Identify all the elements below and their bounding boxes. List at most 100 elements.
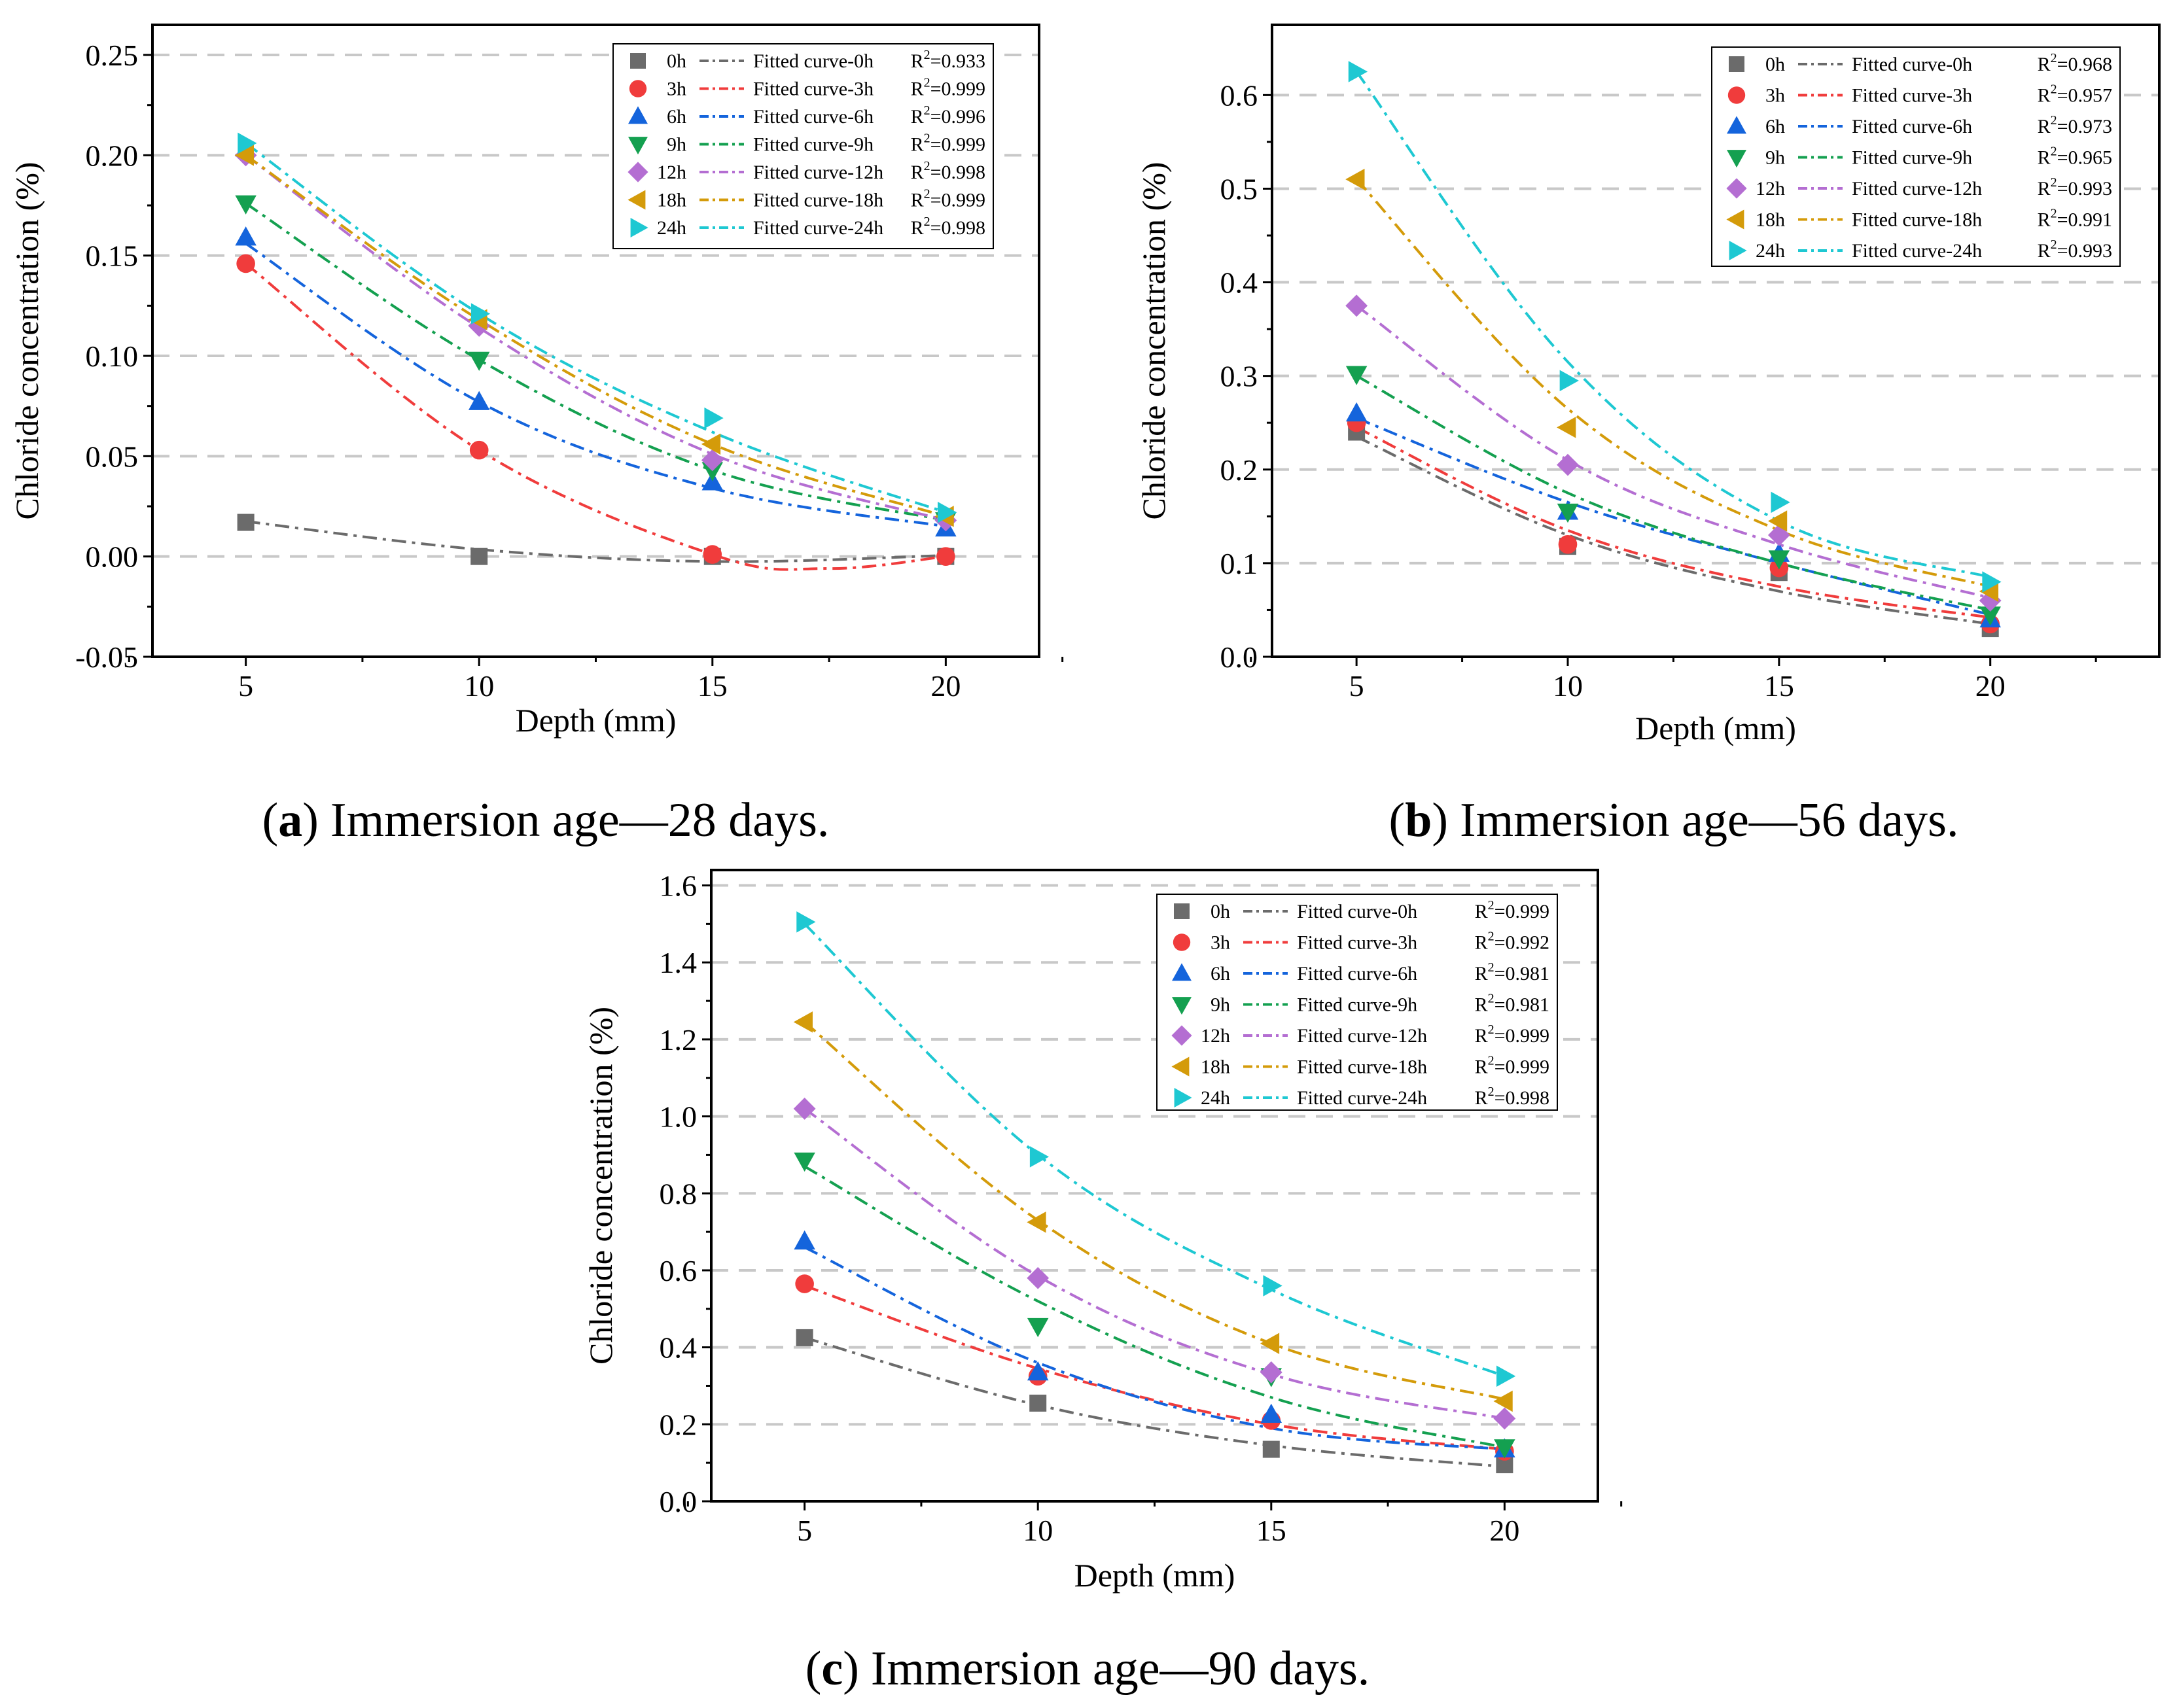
caption-close: ) <box>843 1642 859 1696</box>
data-point-18h <box>1557 417 1576 438</box>
legend-r2: R2=0.992 <box>1475 930 1549 954</box>
legend-r2-superscript: 2 <box>1488 1022 1494 1037</box>
legend-marker-0h <box>630 53 646 69</box>
caption-letter: b <box>1405 793 1432 847</box>
legend-r2: R2=0.968 <box>2038 51 2112 75</box>
x-tick-label: 20 <box>1489 1514 1519 1547</box>
legend-series-name: 3h <box>1211 932 1230 954</box>
legend-series-name: 6h <box>1765 116 1785 137</box>
fitted-curve-6h <box>804 1246 1505 1451</box>
fitted-curve-0h <box>804 1336 1505 1469</box>
legend-box <box>1156 894 1558 1111</box>
data-point-24h <box>470 303 491 324</box>
data-point-12h <box>1557 453 1579 476</box>
legend-fit-label: Fitted curve-3h <box>1852 85 1972 107</box>
fitted-curve-24h <box>245 142 947 514</box>
data-point-24h <box>796 911 816 933</box>
legend-r2-symbol: R <box>911 50 924 72</box>
legend-r2-value: =0.998 <box>930 162 985 183</box>
legend-r2: R2=0.996 <box>911 103 985 128</box>
y-axis-title: Chloride concentration (%) <box>9 162 45 519</box>
fitted-curve-12h <box>1355 304 1991 599</box>
data-point-9h <box>794 1152 815 1172</box>
fitted-curve-24h <box>804 922 1506 1378</box>
x-axis-title: Depth (mm) <box>1074 1557 1235 1594</box>
legend-marker-9h <box>628 137 648 155</box>
legend-r2-superscript: 2 <box>1488 1085 1494 1099</box>
y-tick-label: 0.5 <box>1220 172 1258 205</box>
data-point-24h <box>1771 491 1790 514</box>
legend-r2-symbol: R <box>1475 932 1488 954</box>
caption-close: ) <box>1432 793 1448 847</box>
legend-r2-superscript: 2 <box>924 48 930 62</box>
y-tick-label: 0.20 <box>86 139 139 172</box>
legend-r2: R2=0.981 <box>1475 960 1549 985</box>
legend-fit-label: Fitted curve-24h <box>753 217 883 239</box>
legend-r2-superscript: 2 <box>2051 82 2057 97</box>
legend-r2-superscript: 2 <box>2051 145 2057 159</box>
data-point-24h <box>1348 61 1368 82</box>
legend-fit-label: Fitted curve-0h <box>1852 54 1972 75</box>
fitted-curve-3h <box>1356 426 1990 619</box>
legend-fit-label: Fitted curve-24h <box>1852 240 1982 262</box>
legend-r2: R2=0.999 <box>911 187 985 211</box>
y-tick-label: 0.8 <box>660 1177 698 1210</box>
legend-fit-label: Fitted curve-12h <box>753 162 883 183</box>
legend-r2-symbol: R <box>2038 147 2051 169</box>
legend-r2-symbol: R <box>2038 240 2051 262</box>
data-point-6h <box>1027 1361 1049 1381</box>
fitted-curve-9h <box>1356 374 1991 612</box>
legend-r2-superscript: 2 <box>924 76 930 90</box>
legend-series-name: 12h <box>1756 178 1785 200</box>
x-tick-label: 5 <box>797 1514 812 1547</box>
fitted-curve-0h <box>245 520 946 563</box>
x-tick-label: 10 <box>1023 1514 1053 1547</box>
legend-r2: R2=0.933 <box>911 48 985 72</box>
legend-r2-superscript: 2 <box>2051 207 2057 221</box>
caption-open: ( <box>1389 793 1406 847</box>
fitted-curve-6h <box>1356 417 1991 616</box>
data-point-3h <box>795 1274 814 1293</box>
data-point-18h <box>234 145 254 166</box>
data-point-9h <box>1979 606 2001 626</box>
legend-r2-symbol: R <box>1475 963 1488 985</box>
legend-r2-symbol: R <box>1475 1056 1488 1078</box>
legend-r2-superscript: 2 <box>924 131 930 146</box>
chart-panel-a: -0.05 0.00 0.05 0.10 0.15 0.20 0.25 5 10 15 20 Dept… <box>9 24 1064 847</box>
fitted-curve-12h <box>245 154 946 522</box>
caption-text: Immersion age—90 days. <box>871 1642 1370 1696</box>
y-tick-label: 0.1 <box>1220 547 1258 580</box>
legend-r2-value: =0.999 <box>930 78 985 100</box>
legend-series-name: 18h <box>657 190 686 211</box>
y-tick-label: 1.6 <box>660 869 698 903</box>
data-point-3h <box>469 440 489 460</box>
legend-r2-value: =0.999 <box>1494 1056 1549 1078</box>
legend-r2-superscript: 2 <box>1488 1054 1494 1068</box>
legend-series-name: 9h <box>1211 994 1230 1016</box>
legend-fit-label: Fitted curve-3h <box>753 78 874 100</box>
fitted-curve-3h <box>245 262 946 571</box>
chart-panel-b: 0.0 0.1 0.2 0.3 0.4 0.5 0.6 5 10 15 20 Depth (mm) Ch… <box>1135 24 2161 847</box>
legend-r2: R2=0.991 <box>2038 207 2112 231</box>
legend-r2-symbol: R <box>911 162 924 183</box>
legend-marker-6h <box>1727 116 1746 134</box>
legend-r2-value: =0.998 <box>1494 1087 1549 1109</box>
legend-marker-3h <box>1173 933 1191 951</box>
data-point-9h <box>1494 1439 1515 1459</box>
legend-r2-value: =0.998 <box>930 217 985 239</box>
fitted-curve-9h <box>804 1165 1505 1449</box>
data-point-0h <box>470 548 488 565</box>
fitted-curve-3h <box>804 1284 1505 1451</box>
legend-series-name: 24h <box>1756 240 1785 262</box>
y-tick-label: 0.3 <box>1220 360 1258 393</box>
caption-a: (a) Immersion age—28 days. <box>262 793 830 847</box>
legend-r2-value: =0.993 <box>2057 178 2112 200</box>
x-tick-label: 15 <box>1764 669 1794 703</box>
legend-r2-symbol: R <box>1475 1087 1488 1109</box>
caption-letter: c <box>821 1642 843 1696</box>
legend-r2: R2=0.998 <box>1475 1085 1549 1109</box>
data-point-12h <box>701 449 724 472</box>
fitted-curve-9h <box>245 202 946 522</box>
legend-fit-label: Fitted curve-0h <box>753 50 874 72</box>
